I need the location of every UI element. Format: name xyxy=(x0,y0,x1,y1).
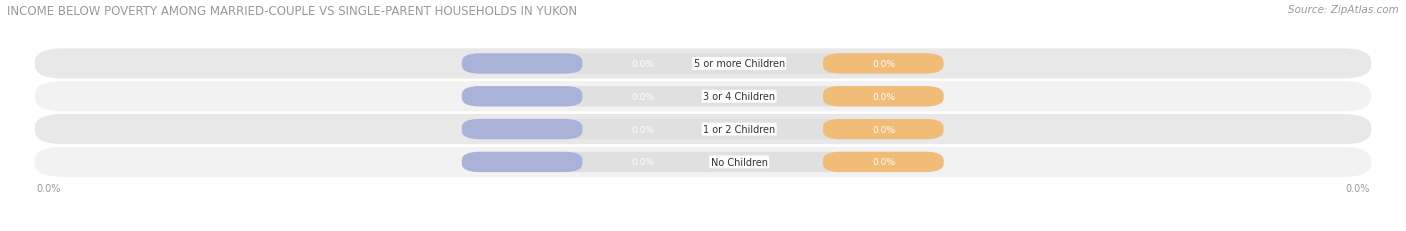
Text: No Children: No Children xyxy=(710,157,768,167)
Text: 0.0%: 0.0% xyxy=(872,92,896,101)
FancyBboxPatch shape xyxy=(35,49,1371,79)
Text: 0.0%: 0.0% xyxy=(872,125,896,134)
Text: INCOME BELOW POVERTY AMONG MARRIED-COUPLE VS SINGLE-PARENT HOUSEHOLDS IN YUKON: INCOME BELOW POVERTY AMONG MARRIED-COUPL… xyxy=(7,5,576,18)
FancyBboxPatch shape xyxy=(823,54,943,74)
FancyBboxPatch shape xyxy=(461,152,582,172)
Text: 3 or 4 Children: 3 or 4 Children xyxy=(703,92,775,102)
FancyBboxPatch shape xyxy=(461,87,582,107)
Text: 0.0%: 0.0% xyxy=(872,158,896,167)
FancyBboxPatch shape xyxy=(823,152,943,172)
FancyBboxPatch shape xyxy=(35,147,1371,177)
FancyBboxPatch shape xyxy=(461,87,945,107)
Text: 0.0%: 0.0% xyxy=(631,158,654,167)
FancyBboxPatch shape xyxy=(461,54,945,74)
FancyBboxPatch shape xyxy=(461,119,582,140)
FancyBboxPatch shape xyxy=(35,82,1371,112)
Text: 0.0%: 0.0% xyxy=(631,60,654,69)
Text: 1 or 2 Children: 1 or 2 Children xyxy=(703,125,775,134)
FancyBboxPatch shape xyxy=(823,87,943,107)
FancyBboxPatch shape xyxy=(461,54,582,74)
Text: 0.0%: 0.0% xyxy=(872,60,896,69)
FancyBboxPatch shape xyxy=(35,115,1371,145)
Text: 0.0%: 0.0% xyxy=(631,92,654,101)
FancyBboxPatch shape xyxy=(823,119,943,140)
Text: 0.0%: 0.0% xyxy=(631,125,654,134)
Text: Source: ZipAtlas.com: Source: ZipAtlas.com xyxy=(1288,5,1399,15)
FancyBboxPatch shape xyxy=(461,152,945,172)
Text: 5 or more Children: 5 or more Children xyxy=(693,59,785,69)
FancyBboxPatch shape xyxy=(461,119,945,140)
